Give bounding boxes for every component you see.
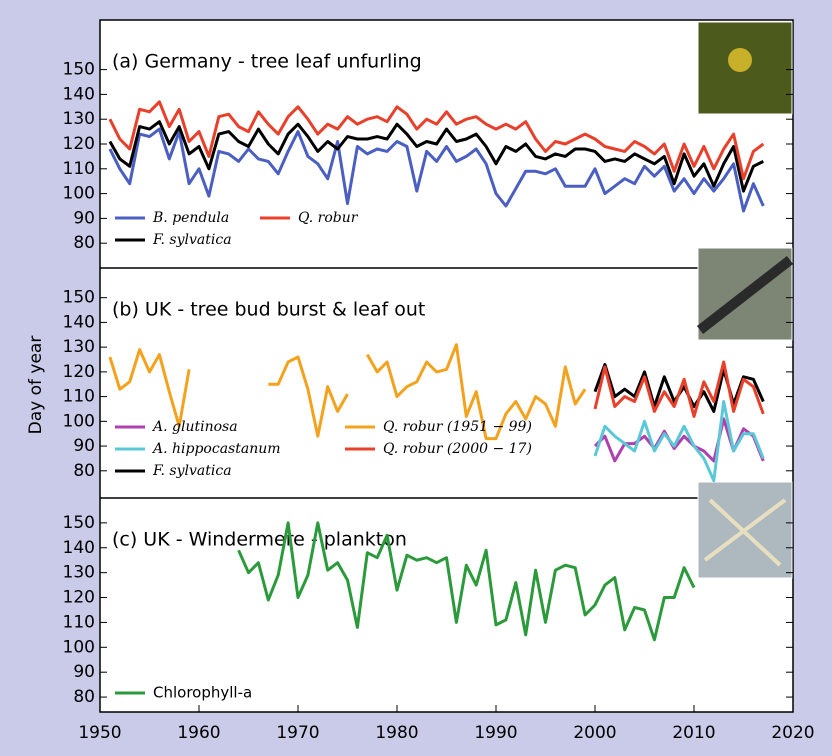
y-tick-label: 140 — [63, 538, 95, 558]
x-tick-label: 2020 — [771, 723, 814, 743]
y-tick-label: 110 — [63, 612, 95, 632]
x-tick-label: 1950 — [78, 723, 121, 743]
y-tick-label: 100 — [63, 411, 95, 431]
series-line — [593, 360, 765, 418]
series-line — [108, 127, 765, 213]
legend-label: Chlorophyll-a — [153, 684, 252, 702]
y-tick-label: 120 — [63, 134, 95, 154]
y-tick-label: 130 — [63, 337, 95, 357]
series-line — [108, 343, 587, 441]
y-tick-label: 100 — [63, 184, 95, 204]
y-tick-label: 100 — [63, 637, 95, 657]
x-tick-label: 1960 — [177, 723, 220, 743]
y-tick-label: 80 — [73, 461, 95, 481]
panel-title: (c) UK - Windermere - plankton — [112, 529, 407, 551]
y-tick-label: 130 — [63, 109, 95, 129]
y-tick-label: 150 — [63, 60, 95, 80]
x-tick-label: 1990 — [474, 723, 517, 743]
legend-label: B. pendula — [152, 210, 229, 226]
panel-title: (a) Germany - tree leaf unfurling — [112, 51, 422, 73]
y-tick-label: 150 — [63, 288, 95, 308]
photo-detail — [696, 256, 794, 334]
x-tick-label: 2000 — [573, 723, 616, 743]
y-tick-label: 120 — [63, 588, 95, 608]
photo-detail — [728, 48, 752, 72]
x-tick-label: 1970 — [276, 723, 319, 743]
legend-label: F. sylvatica — [152, 463, 232, 479]
panel-title: (b) UK - tree bud burst & leaf out — [112, 299, 425, 321]
y-tick-label: 80 — [73, 687, 95, 707]
x-tick-label: 1980 — [375, 723, 418, 743]
y-tick-label: 120 — [63, 362, 95, 382]
legend-label: A. hippocastanum — [151, 441, 281, 457]
y-tick-label: 90 — [73, 436, 95, 456]
legend-label: Q. robur (1951 − 99) — [383, 419, 532, 435]
y-tick-label: 150 — [63, 513, 95, 533]
x-tick-label: 2010 — [672, 723, 715, 743]
series-line — [237, 521, 696, 642]
y-tick-label: 110 — [63, 159, 95, 179]
y-tick-label: 90 — [73, 208, 95, 228]
series-line — [108, 100, 765, 181]
series-line — [108, 120, 764, 193]
y-tick-label: 140 — [63, 312, 95, 332]
y-tick-label: 110 — [63, 387, 95, 407]
legend-label: Q. robur — [298, 210, 359, 226]
legend-label: A. glutinosa — [151, 419, 238, 435]
series-line — [593, 400, 765, 483]
y-tick-label: 80 — [73, 233, 95, 253]
y-axis-label: Day of year — [26, 336, 46, 435]
legend-label: Q. robur (2000 − 17) — [383, 441, 532, 457]
legend-label: F. sylvatica — [152, 232, 232, 248]
y-tick-label: 130 — [63, 563, 95, 583]
y-tick-label: 90 — [73, 662, 95, 682]
photo — [696, 21, 794, 579]
photo-detail — [708, 498, 782, 567]
y-tick-label: 140 — [63, 84, 95, 104]
